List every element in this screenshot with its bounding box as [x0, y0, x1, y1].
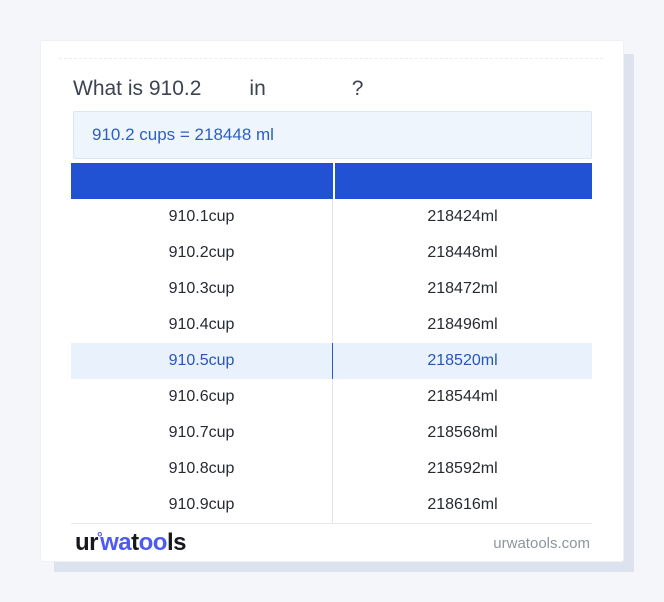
- header-column-divider: [333, 163, 335, 199]
- header-ml-column: [335, 163, 592, 199]
- logo-seg-ur: ur: [75, 529, 99, 556]
- title-question-mark: ?: [351, 77, 364, 100]
- logo-seg-t: t: [131, 529, 139, 556]
- table-row[interactable]: 910.4cup 218496ml: [71, 307, 592, 343]
- conversion-result-box: 910.2 cups = 218448 ml: [73, 111, 592, 159]
- title-question-prefix: What is 910.2: [73, 77, 202, 100]
- conversion-table: 910.1cup 218424ml 910.2cup 218448ml 910.…: [71, 163, 592, 524]
- dashed-divider: [59, 58, 603, 59]
- header-cup-column: [71, 163, 333, 199]
- site-url: urwatools.com: [493, 534, 590, 552]
- cup-value: 910.2cup: [71, 235, 333, 271]
- ml-value: 218496ml: [427, 316, 498, 333]
- cup-value: 910.6cup: [71, 379, 333, 415]
- ml-value: 218424ml: [427, 208, 498, 225]
- converter-card: What is 910.2 in? 910.2 cups = 218448 ml …: [40, 40, 624, 562]
- logo-seg-oo: oo: [138, 529, 168, 556]
- table-row[interactable]: 910.7cup 218568ml: [71, 415, 592, 451]
- table-body: 910.1cup 218424ml 910.2cup 218448ml 910.…: [71, 199, 592, 524]
- cup-value: 910.3cup: [71, 271, 333, 307]
- ml-value: 218544ml: [427, 388, 498, 405]
- logo-seg-ls: ls: [166, 529, 187, 556]
- table-row[interactable]: 910.9cup 218616ml: [71, 487, 592, 523]
- table-row[interactable]: 910.2cup 218448ml: [71, 235, 592, 271]
- ml-value: 218448ml: [427, 244, 498, 261]
- conversion-result-text: 910.2 cups = 218448 ml: [92, 125, 274, 144]
- table-row[interactable]: 910.5cup 218520ml: [71, 343, 592, 379]
- logo-seg-wa: wa: [100, 529, 132, 556]
- unit-to-blank: [266, 94, 352, 95]
- table-row[interactable]: 910.8cup 218592ml: [71, 451, 592, 487]
- ml-value: 218616ml: [427, 496, 498, 513]
- ml-value: 218568ml: [427, 424, 498, 441]
- table-row[interactable]: 910.6cup 218544ml: [71, 379, 592, 415]
- logo-degree-mark: °: [97, 529, 103, 545]
- ml-value: 218592ml: [427, 460, 498, 477]
- unit-from-blank: [201, 94, 249, 95]
- table-row[interactable]: 910.3cup 218472ml: [71, 271, 592, 307]
- table-row[interactable]: 910.1cup 218424ml: [71, 199, 592, 235]
- cup-value: 910.1cup: [71, 199, 333, 235]
- cup-value: 910.7cup: [71, 415, 333, 451]
- ml-value: 218520ml: [427, 352, 498, 369]
- table-header: [71, 163, 592, 199]
- ml-value: 218472ml: [427, 280, 498, 297]
- title-in-word: in: [249, 77, 266, 100]
- page-title: What is 910.2 in?: [73, 76, 623, 102]
- footer: ur°watools urwatools.com: [41, 524, 623, 562]
- cup-value: 910.5cup: [71, 343, 333, 379]
- urwatools-logo[interactable]: ur°watools: [75, 529, 187, 556]
- cup-value: 910.9cup: [71, 487, 333, 523]
- cup-value: 910.8cup: [71, 451, 333, 487]
- cup-value: 910.4cup: [71, 307, 333, 343]
